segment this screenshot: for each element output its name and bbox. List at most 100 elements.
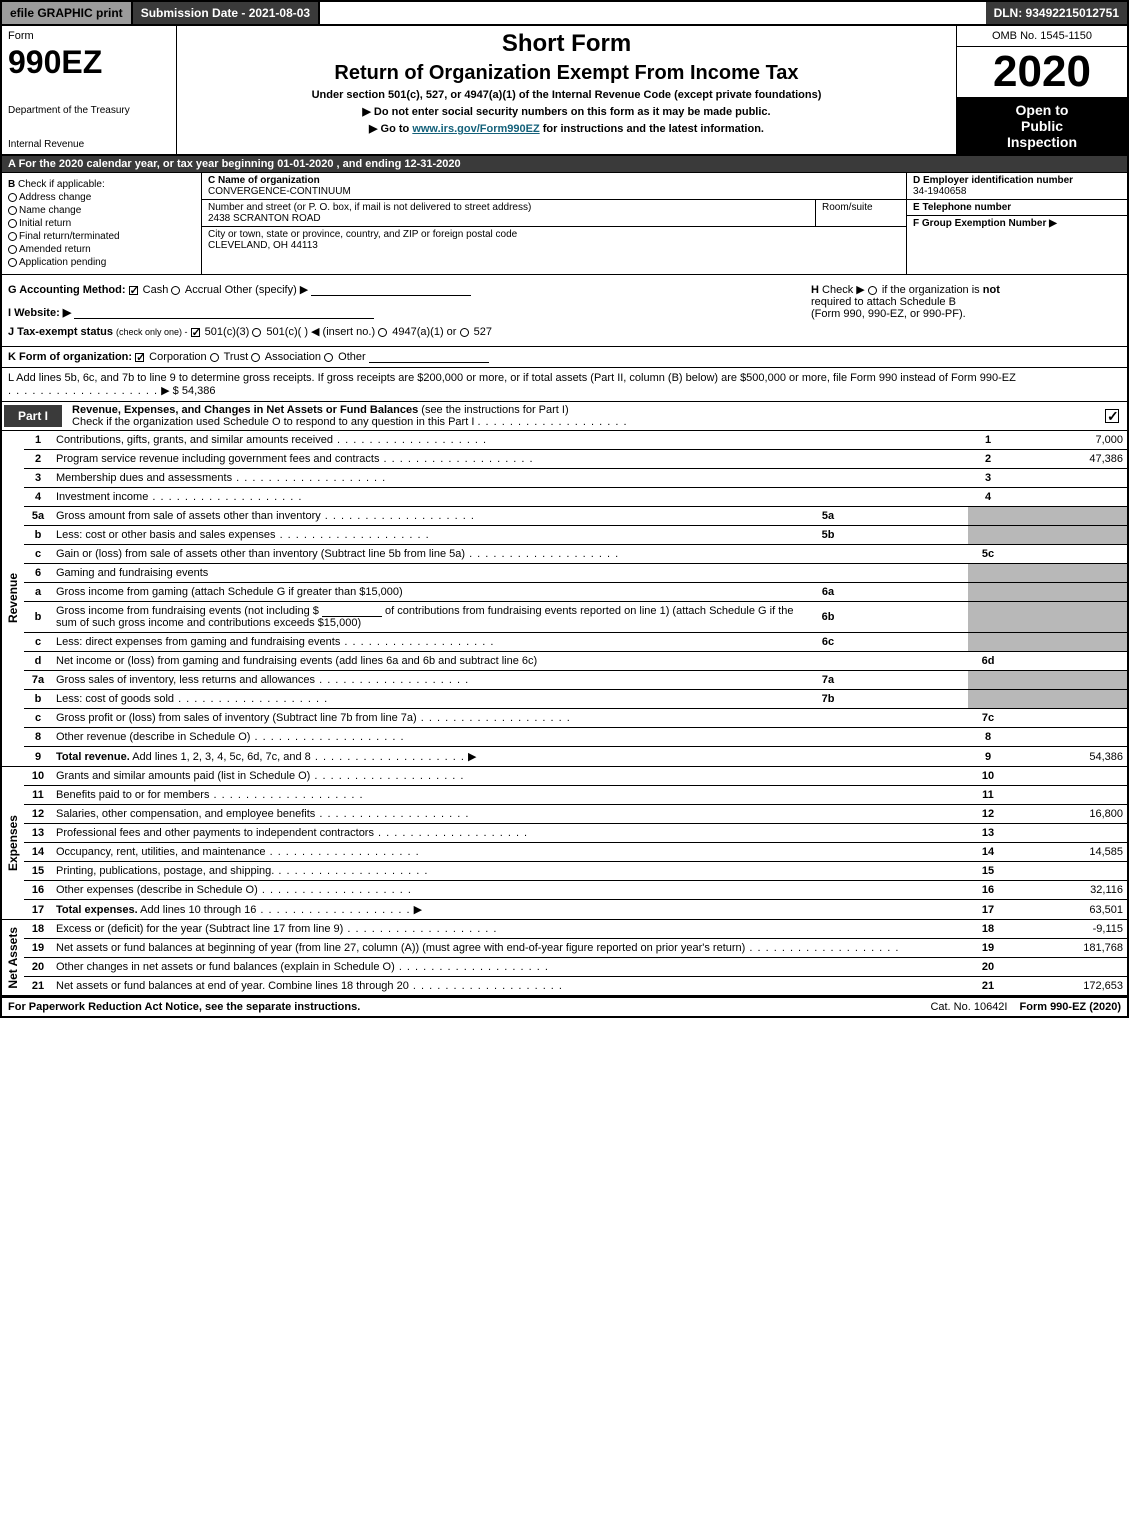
- line-20: 20 Other changes in net assets or fund b…: [1, 958, 1128, 977]
- open-to-public: Open to Public Inspection: [957, 98, 1127, 154]
- val-21: 172,653: [1008, 977, 1128, 997]
- column-d-ein: D Employer identification number 34-1940…: [907, 173, 1127, 274]
- line-15: 15 Printing, publications, postage, and …: [1, 862, 1128, 881]
- desc-6a: Gross income from gaming (attach Schedul…: [56, 586, 403, 598]
- chk-501c3[interactable]: [191, 328, 200, 337]
- chk-association[interactable]: [251, 353, 260, 362]
- chk-initial-return[interactable]: [8, 219, 17, 228]
- note-ssn: ▶ Do not enter social security numbers o…: [185, 105, 948, 118]
- opt-association: Association: [265, 351, 321, 363]
- part1-header: Part I Revenue, Expenses, and Changes in…: [0, 402, 1129, 431]
- room-label: Room/suite: [822, 202, 900, 213]
- part1-sub: (see the instructions for Part I): [421, 404, 568, 416]
- val-18: -9,115: [1008, 920, 1128, 939]
- chk-corporation[interactable]: [135, 353, 144, 362]
- opt-other: Other (specify) ▶: [225, 284, 309, 296]
- g-label: G Accounting Method:: [8, 284, 126, 296]
- expenses-side-label: Expenses: [1, 767, 24, 920]
- row-l-gross-receipts: L Add lines 5b, 6c, and 7b to line 9 to …: [0, 368, 1129, 402]
- chk-trust[interactable]: [210, 353, 219, 362]
- chk-amended-return[interactable]: [8, 245, 17, 254]
- city-label: City or town, state or province, country…: [208, 229, 900, 240]
- chk-cash[interactable]: [129, 286, 138, 295]
- chk-schedule-b[interactable]: [868, 286, 877, 295]
- line-21: 21 Net assets or fund balances at end of…: [1, 977, 1128, 997]
- chk-accrual[interactable]: [171, 286, 180, 295]
- line-2: 2 Program service revenue including gove…: [1, 450, 1128, 469]
- inspection-1: Open to: [961, 102, 1123, 118]
- desc-17: Add lines 10 through 16: [140, 904, 256, 916]
- desc-6: Gaming and fundraising events: [56, 567, 208, 579]
- chk-final-return[interactable]: [8, 232, 17, 241]
- addr-value: 2438 SCRANTON ROAD: [208, 213, 809, 224]
- subtitle: Under section 501(c), 527, or 4947(a)(1)…: [185, 89, 948, 101]
- val-17: 63,501: [1008, 900, 1128, 920]
- desc-7c: Gross profit or (loss) from sales of inv…: [56, 712, 417, 724]
- desc-6b-1: Gross income from fundraising events (no…: [56, 605, 319, 617]
- i-label: I Website: ▶: [8, 307, 71, 319]
- net-assets-table: Net Assets 18 Excess or (deficit) for th…: [0, 920, 1129, 997]
- chk-501c[interactable]: [252, 328, 261, 337]
- inspection-2: Public: [961, 118, 1123, 134]
- l-dots: [8, 385, 158, 397]
- val-12: 16,800: [1008, 805, 1128, 824]
- topbar-spacer: [320, 2, 985, 24]
- website-field[interactable]: [74, 307, 374, 319]
- header-right: OMB No. 1545-1150 2020 Open to Public In…: [957, 26, 1127, 154]
- header-left: Form 990EZ Department of the Treasury In…: [2, 26, 177, 154]
- irs-link[interactable]: www.irs.gov/Form990EZ: [412, 123, 539, 135]
- chk-application-pending[interactable]: [8, 258, 17, 267]
- part1-check-note: Check if the organization used Schedule …: [72, 416, 474, 428]
- chk-4947[interactable]: [378, 328, 387, 337]
- form-label: Form: [8, 30, 170, 42]
- d-label: D Employer identification number: [913, 175, 1121, 186]
- line-8: 8 Other revenue (describe in Schedule O)…: [1, 728, 1128, 747]
- page-footer: For Paperwork Reduction Act Notice, see …: [0, 997, 1129, 1018]
- desc-11: Benefits paid to or for members: [56, 789, 209, 801]
- line-7c: c Gross profit or (loss) from sales of i…: [1, 709, 1128, 728]
- opt-other-org: Other: [338, 351, 366, 363]
- chk-other-org[interactable]: [324, 353, 333, 362]
- part1-title: Revenue, Expenses, and Changes in Net As…: [72, 404, 418, 416]
- c-label: C Name of organization: [208, 175, 900, 186]
- opt-corporation: Corporation: [149, 351, 206, 363]
- submission-date-button[interactable]: Submission Date - 2021-08-03: [133, 2, 320, 24]
- h-label: H: [811, 284, 819, 296]
- line-4: 4 Investment income 4: [1, 488, 1128, 507]
- chk-schedule-o[interactable]: [1105, 409, 1119, 423]
- line-18: Net Assets 18 Excess or (deficit) for th…: [1, 920, 1128, 939]
- column-b-checkboxes: B Check if applicable: Address change Na…: [2, 173, 202, 274]
- part1-dots: [477, 416, 627, 428]
- schedule-b-check: H Check ▶ if the organization is not req…: [811, 283, 1121, 338]
- chk-address-change[interactable]: [8, 193, 17, 202]
- h-text2: if the organization is: [882, 284, 980, 296]
- note2-suffix: for instructions and the latest informat…: [540, 123, 764, 135]
- desc-7a: Gross sales of inventory, less returns a…: [56, 674, 315, 686]
- address-row: Number and street (or P. O. box, if mail…: [202, 200, 906, 227]
- desc-9: Add lines 1, 2, 3, 4, 5c, 6d, 7c, and 8: [132, 751, 311, 763]
- chk-name-change[interactable]: [8, 206, 17, 215]
- accounting-method: G Accounting Method: Cash Accrual Other …: [8, 283, 811, 338]
- desc-9-bold: Total revenue.: [56, 751, 130, 763]
- fundraising-amount-field[interactable]: [322, 605, 382, 617]
- row-g-h: G Accounting Method: Cash Accrual Other …: [0, 275, 1129, 347]
- desc-16: Other expenses (describe in Schedule O): [56, 884, 258, 896]
- inspection-3: Inspection: [961, 134, 1123, 150]
- desc-7b: Less: cost of goods sold: [56, 693, 174, 705]
- tax-year: 2020: [957, 47, 1127, 98]
- opt-name-change: Name change: [19, 205, 81, 216]
- desc-14: Occupancy, rent, utilities, and maintena…: [56, 846, 266, 858]
- opt-501c3: 501(c)(3): [205, 326, 250, 338]
- val-14: 14,585: [1008, 843, 1128, 862]
- efile-print-button[interactable]: efile GRAPHIC print: [2, 2, 133, 24]
- opt-501c: 501(c)( ) ◀ (insert no.): [266, 326, 375, 338]
- desc-13: Professional fees and other payments to …: [56, 827, 374, 839]
- chk-527[interactable]: [460, 328, 469, 337]
- desc-5c: Gain or (loss) from sale of assets other…: [56, 548, 465, 560]
- f-block: F Group Exemption Number ▶: [907, 216, 1127, 274]
- row-a-tax-year: A For the 2020 calendar year, or tax yea…: [0, 156, 1129, 173]
- other-org-field[interactable]: [369, 351, 489, 363]
- return-title: Return of Organization Exempt From Incom…: [185, 62, 948, 85]
- check-if-label: Check if applicable:: [18, 179, 105, 190]
- other-specify-field[interactable]: [311, 284, 471, 296]
